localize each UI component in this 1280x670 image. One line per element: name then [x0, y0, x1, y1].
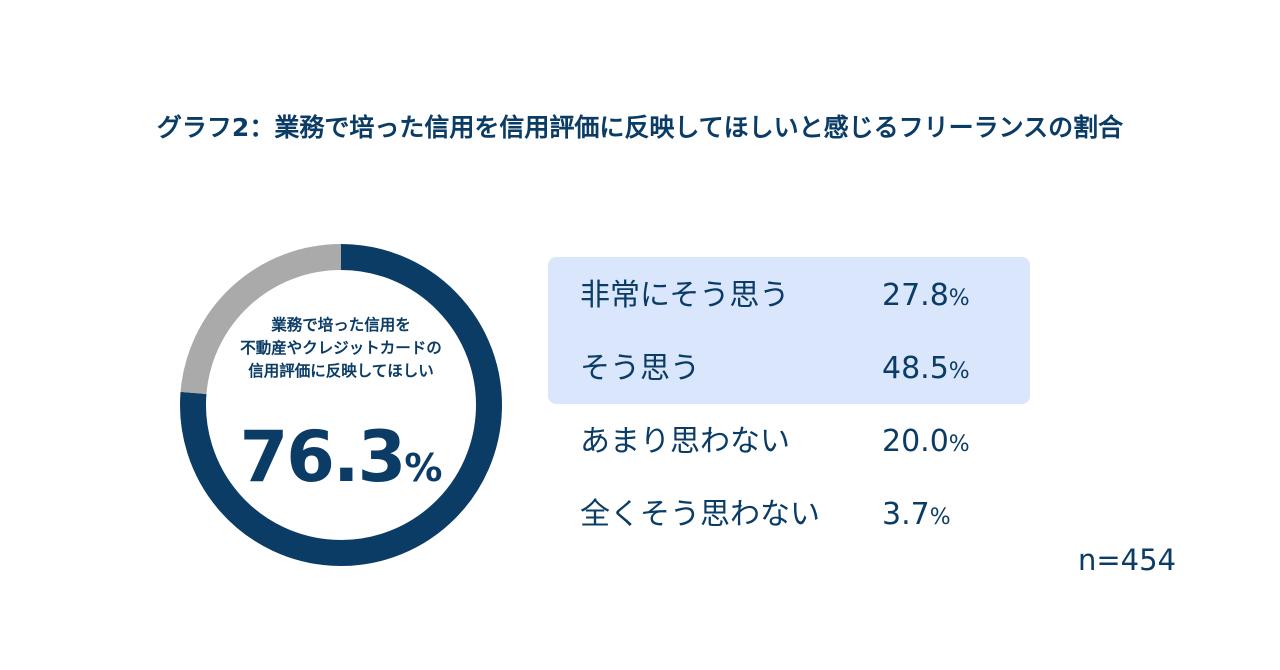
legend-label: 非常にそう思う [580, 278, 790, 313]
legend-value-number: 27.8 [882, 278, 949, 313]
donut-slice-1 [180, 244, 502, 566]
legend-value-unit: % [948, 432, 970, 457]
donut-svg [180, 244, 502, 566]
donut-slice-2 [180, 244, 342, 395]
center-caption-line-1: 業務で培った信用を [271, 316, 411, 334]
legend-value: 20.0% [882, 420, 970, 467]
chart-title: グラフ2：業務で培った信用を信用評価に反映してほしいと感じるフリーランスの割合 [156, 113, 1124, 142]
center-value-unit: % [404, 446, 443, 490]
legend-label: あまり思わない [580, 424, 790, 459]
center-caption-line-3: 信用評価に反映してほしい [248, 362, 434, 380]
donut-center-caption: 業務で培った信用を 不動産やクレジットカードの 信用評価に反映してほしい [204, 314, 478, 383]
legend-value-unit: % [948, 286, 970, 311]
donut-center-value: 76.3% [176, 416, 506, 498]
legend-value-number: 48.5 [882, 351, 949, 386]
legend-value-number: 3.7 [882, 497, 930, 532]
donut-chart: 業務で培った信用を 不動産やクレジットカードの 信用評価に反映してほしい 76.… [176, 240, 506, 570]
legend-value-unit: % [929, 505, 951, 530]
sample-size-label: n=454 [1078, 543, 1177, 577]
legend-value-unit: % [948, 359, 970, 384]
legend-value: 3.7% [882, 493, 951, 540]
legend-value: 48.5% [882, 347, 970, 394]
legend-highlight-box [548, 257, 1030, 404]
center-value-number: 76.3 [239, 416, 407, 498]
legend-label: 全くそう思わない [580, 497, 820, 532]
legend-value: 27.8% [882, 274, 970, 321]
legend-value-number: 20.0 [882, 424, 949, 459]
legend-label: そう思う [580, 351, 700, 386]
center-caption-line-2: 不動産やクレジットカードの [240, 339, 442, 357]
